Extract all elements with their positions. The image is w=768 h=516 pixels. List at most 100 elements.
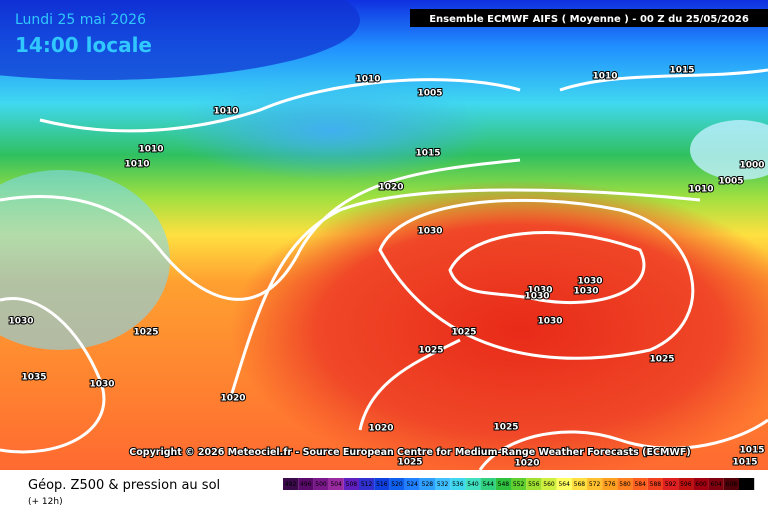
- colorbar-label: 556: [528, 481, 540, 488]
- isobar-label: 1030: [417, 227, 442, 237]
- isobar-label: 1030: [527, 286, 552, 296]
- colorbar-label: 552: [513, 481, 525, 488]
- date: Lundi 25 mai 2026: [15, 12, 146, 28]
- isobar-label: 1025: [418, 346, 443, 356]
- colorbar-swatch: [404, 478, 420, 490]
- colorbar-label: 500: [315, 481, 327, 488]
- isobar-label: 1005: [417, 89, 442, 99]
- isobar-labels: 1010 1005 1010 1015 1010 1010 1010 1015 1000 1005…: [7, 65, 765, 470]
- colorbar-swatch: [450, 478, 466, 490]
- title-box: [410, 9, 768, 27]
- isobar-label: 1025: [397, 458, 422, 468]
- colorbar-label: 608: [726, 481, 738, 488]
- colorbar-swatch: [708, 478, 724, 490]
- colorbar-swatch: [556, 478, 572, 490]
- colorbar-label: 596: [680, 481, 692, 488]
- isobar-label: 1025: [451, 328, 476, 338]
- colorbar-swatch: [693, 478, 709, 490]
- colorbar-label: 492: [285, 481, 297, 488]
- colorbar-swatch: [602, 478, 618, 490]
- colorbar-swatch: [465, 478, 481, 490]
- colorbar-label: 508: [346, 481, 358, 488]
- colorbar-label: 516: [376, 481, 388, 488]
- isobar-label: 1030: [537, 317, 562, 327]
- colorbar-label: 496: [300, 481, 312, 488]
- colorbar-swatch: [541, 478, 557, 490]
- colorbar-swatch: [298, 478, 314, 490]
- isobar-label: 1015: [732, 458, 757, 468]
- colorbar-swatch: [739, 478, 755, 490]
- colorbar-swatch: [283, 478, 299, 490]
- colorbar-label: 536: [452, 481, 464, 488]
- colorbar-swatch: [359, 478, 375, 490]
- isobar-label: 1010: [213, 107, 238, 117]
- isobar-label: 1020: [368, 424, 393, 434]
- isobar-label: 1030: [577, 277, 602, 287]
- isobar-label: 1010: [124, 160, 149, 170]
- isobar-label: 1030: [524, 292, 549, 302]
- colorbar-label: 504: [330, 481, 342, 488]
- colorbar-swatch: [389, 478, 405, 490]
- isobar-label: 1005: [718, 177, 743, 187]
- colorbar-label: 576: [604, 481, 616, 488]
- isobar-label: 1000: [739, 161, 764, 171]
- isobar-label: 1025: [649, 355, 674, 365]
- isobar-label: 1020: [220, 394, 245, 404]
- colorbar-swatch: [571, 478, 587, 490]
- colorbar-swatch: [374, 478, 390, 490]
- isobar-label: 1035: [21, 373, 46, 383]
- isobar-label: 1015: [669, 66, 694, 76]
- colorbar-swatch: [526, 478, 542, 490]
- colorbar-label: 588: [650, 481, 662, 488]
- colorbar-swatch: [328, 478, 344, 490]
- colorbar-swatch: [663, 478, 679, 490]
- isobar-label: 1015: [739, 446, 764, 456]
- footer-bg: [0, 470, 768, 512]
- colorbar-label: 612: [741, 481, 753, 488]
- isobar-label: 1010: [138, 145, 163, 155]
- colorbar-swatch: [495, 478, 511, 490]
- colorbar-swatch: [343, 478, 359, 490]
- isobar-label: 1010: [355, 75, 380, 85]
- colorbar-swatch: [678, 478, 694, 490]
- colorbar-label: 524: [406, 481, 418, 488]
- isobar-label: 1025: [133, 328, 158, 338]
- isobar-label: 1030: [89, 380, 114, 390]
- colorbar-label: 604: [710, 481, 722, 488]
- colorbar-label: 600: [695, 481, 707, 488]
- colorbar-swatch: [419, 478, 435, 490]
- isobar-label: 1015: [415, 149, 440, 159]
- colorbar-label: 564: [558, 481, 570, 488]
- colorbar-label: 544: [482, 481, 494, 488]
- isobar-label: 1010: [688, 185, 713, 195]
- colorbar-label: 572: [589, 481, 601, 488]
- footer-lead: (+ 12h): [28, 497, 63, 507]
- colorbar-swatch: [480, 478, 496, 490]
- colorbar-swatch: [313, 478, 329, 490]
- isobar-label: 1030: [573, 287, 598, 297]
- copyright: Copyright © 2026 Meteociel.fr - Source E…: [129, 447, 690, 458]
- isobar-label: 1010: [592, 72, 617, 82]
- isobar-label: 1020: [514, 459, 539, 469]
- colorbar-label: 560: [543, 481, 555, 488]
- time: 14:00 locale: [15, 33, 152, 57]
- colorbar-swatch: [723, 478, 739, 490]
- colorbar-label: 532: [437, 481, 449, 488]
- colorbar-swatch: [632, 478, 648, 490]
- isobars: [0, 68, 768, 471]
- colorbar-swatch: [647, 478, 663, 490]
- colorbar-label: 540: [467, 481, 479, 488]
- isobar-label: 1030: [8, 317, 33, 327]
- footer-title: Géop. Z500 & pression au sol: [28, 478, 220, 493]
- colorbar: 492 496 500 504 508 512 516 520 524 528 532 536 540 5…: [283, 478, 755, 490]
- colorbar-swatch: [435, 478, 451, 490]
- colorbar-label: 592: [665, 481, 677, 488]
- colorbar-label: 520: [391, 481, 403, 488]
- colorbar-label: 512: [361, 481, 373, 488]
- colorbar-swatch: [587, 478, 603, 490]
- colorbar-label: 584: [634, 481, 646, 488]
- colorbar-label: 548: [498, 481, 510, 488]
- colorbar-label: 568: [574, 481, 586, 488]
